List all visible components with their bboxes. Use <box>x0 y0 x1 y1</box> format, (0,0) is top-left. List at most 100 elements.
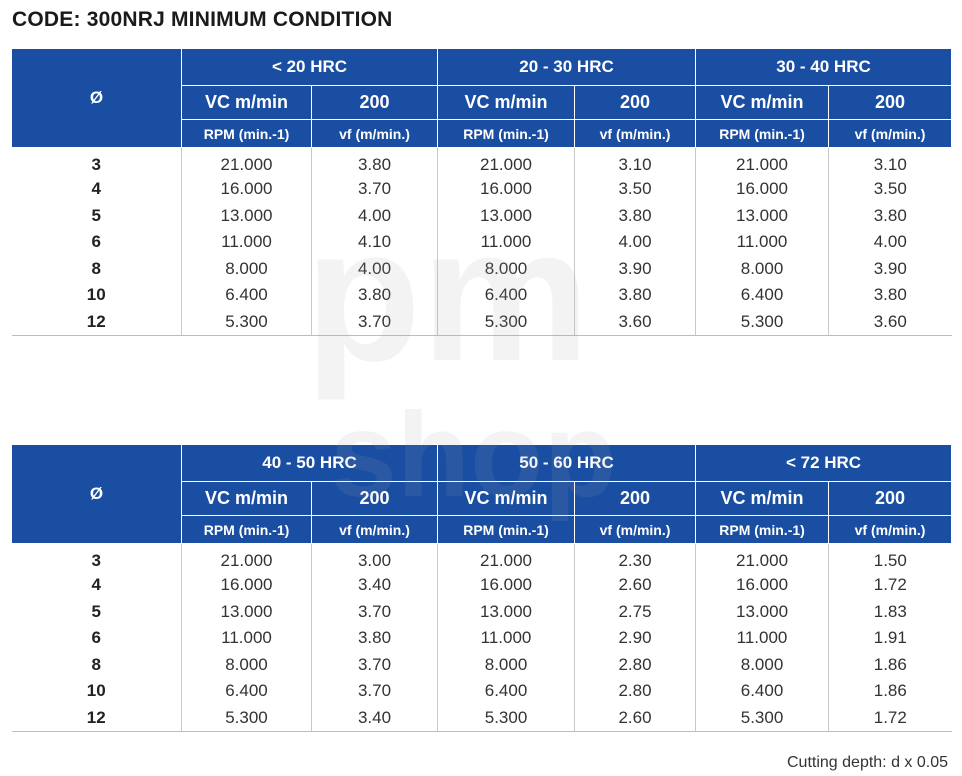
rpm-cell: 16.000 <box>695 572 830 599</box>
rpm-cell: 5.300 <box>695 308 830 336</box>
rpm-cell: 21.000 <box>695 147 830 176</box>
vf-cell: 1.91 <box>828 625 952 652</box>
vf-cell: 1.50 <box>828 543 952 572</box>
rpm-label: RPM (min.-1) <box>437 515 576 544</box>
table-row: 4 16.000 3.40 16.000 2.60 16.000 1.72 <box>11 572 952 599</box>
hardness-group-header: 50 - 60 HRC <box>437 444 697 482</box>
vf-cell: 1.72 <box>828 572 952 599</box>
vf-cell: 2.60 <box>574 572 697 599</box>
rpm-label: RPM (min.-1) <box>437 119 575 148</box>
vf-cell: 3.70 <box>311 176 438 203</box>
rpm-label: RPM (min.-1) <box>695 119 830 148</box>
rpm-label: RPM (min.-1) <box>181 515 312 544</box>
rpm-cell: 11.000 <box>695 229 830 256</box>
vf-cell: 3.80 <box>310 625 439 652</box>
vf-cell: 3.90 <box>828 255 952 282</box>
rpm-cell: 11.000 <box>437 625 576 652</box>
vf-cell: 2.90 <box>574 625 697 652</box>
rpm-cell: 13.000 <box>695 598 830 625</box>
rpm-cell: 16.000 <box>695 176 830 203</box>
vf-cell: 3.60 <box>828 308 952 336</box>
rpm-cell: 13.000 <box>695 202 830 229</box>
vf-cell: 3.50 <box>573 176 697 203</box>
rpm-cell: 8.000 <box>437 255 575 282</box>
vc-value: 200 <box>311 85 438 120</box>
table-row: 12 5.300 3.40 5.300 2.60 5.300 1.72 <box>11 704 952 732</box>
rpm-cell: 6.400 <box>695 678 830 705</box>
vf-cell: 4.10 <box>311 229 438 256</box>
vf-cell: 3.10 <box>828 147 952 176</box>
rpm-cell: 21.000 <box>181 543 312 572</box>
rpm-cell: 5.300 <box>181 704 312 732</box>
rpm-cell: 5.300 <box>181 308 312 336</box>
rpm-cell: 8.000 <box>181 255 312 282</box>
vc-value: 200 <box>828 85 953 120</box>
vf-cell: 3.40 <box>310 704 439 732</box>
diameter-cell: 4 <box>11 176 182 203</box>
hardness-group-header: < 72 HRC <box>695 444 953 482</box>
diameter-header: Ø <box>11 444 182 544</box>
vc-label: VC m/min <box>695 85 830 120</box>
page-title: CODE: 300NRJ MINIMUM CONDITION <box>12 8 393 31</box>
diameter-cell: 5 <box>11 202 182 229</box>
vf-cell: 3.00 <box>310 543 439 572</box>
vf-cell: 4.00 <box>311 255 438 282</box>
vc-label: VC m/min <box>181 85 312 120</box>
rpm-cell: 13.000 <box>181 598 312 625</box>
table-row: 6 11.000 3.80 11.000 2.90 11.000 1.91 <box>11 625 952 652</box>
diameter-cell: 10 <box>11 282 182 309</box>
hardness-group-header: < 20 HRC <box>181 48 438 86</box>
rpm-cell: 16.000 <box>181 176 312 203</box>
vf-cell: 3.40 <box>310 572 439 599</box>
table-row: 12 5.300 3.70 5.300 3.60 5.300 3.60 <box>11 308 952 336</box>
vf-cell: 1.72 <box>828 704 952 732</box>
vc-label: VC m/min <box>437 85 575 120</box>
vf-label: vf (m/min.) <box>311 119 438 148</box>
rpm-cell: 6.400 <box>437 678 576 705</box>
vf-cell: 4.00 <box>311 202 438 229</box>
diameter-header: Ø <box>11 48 182 148</box>
diameter-cell: 5 <box>11 598 182 625</box>
vf-cell: 2.75 <box>574 598 697 625</box>
table-row: 6 11.000 4.10 11.000 4.00 11.000 4.00 <box>11 229 952 256</box>
rpm-cell: 6.400 <box>181 282 312 309</box>
vf-cell: 1.86 <box>828 678 952 705</box>
rpm-cell: 13.000 <box>437 598 576 625</box>
table-row: 4 16.000 3.70 16.000 3.50 16.000 3.50 <box>11 176 952 203</box>
rpm-cell: 11.000 <box>181 229 312 256</box>
rpm-cell: 8.000 <box>181 651 312 678</box>
vf-cell: 3.60 <box>573 308 697 336</box>
rpm-label: RPM (min.-1) <box>181 119 312 148</box>
diameter-cell: 12 <box>11 308 182 336</box>
rpm-label: RPM (min.-1) <box>695 515 830 544</box>
diameter-cell: 3 <box>11 147 182 176</box>
table-row: 10 6.400 3.80 6.400 3.80 6.400 3.80 <box>11 282 952 309</box>
rpm-cell: 21.000 <box>181 147 312 176</box>
rpm-cell: 8.000 <box>437 651 576 678</box>
vf-label: vf (m/min.) <box>310 515 439 544</box>
vf-cell: 3.70 <box>310 598 439 625</box>
table-row: 8 8.000 3.70 8.000 2.80 8.000 1.86 <box>11 651 952 678</box>
hardness-group-header: 40 - 50 HRC <box>180 444 439 482</box>
vf-cell: 1.83 <box>828 598 952 625</box>
diameter-cell: 8 <box>11 255 182 282</box>
table-row: 10 6.400 3.70 6.400 2.80 6.400 1.86 <box>11 678 952 705</box>
vf-cell: 2.80 <box>574 651 697 678</box>
vc-value: 200 <box>828 481 953 516</box>
vf-cell: 3.10 <box>573 147 697 176</box>
rpm-cell: 6.400 <box>695 282 830 309</box>
vf-cell: 3.80 <box>828 282 952 309</box>
vf-label: vf (m/min.) <box>828 515 953 544</box>
rpm-cell: 8.000 <box>695 651 830 678</box>
table-row: 5 13.000 3.70 13.000 2.75 13.000 1.83 <box>11 598 952 625</box>
vf-cell: 3.80 <box>311 147 438 176</box>
rpm-cell: 21.000 <box>695 543 830 572</box>
vf-label: vf (m/min.) <box>828 119 953 148</box>
rpm-cell: 13.000 <box>181 202 312 229</box>
rpm-cell: 21.000 <box>437 543 576 572</box>
vc-label: VC m/min <box>437 481 576 516</box>
rpm-cell: 11.000 <box>437 229 575 256</box>
vf-cell: 3.80 <box>573 202 697 229</box>
vf-cell: 3.80 <box>828 202 952 229</box>
table-row: 8 8.000 4.00 8.000 3.90 8.000 3.90 <box>11 255 952 282</box>
